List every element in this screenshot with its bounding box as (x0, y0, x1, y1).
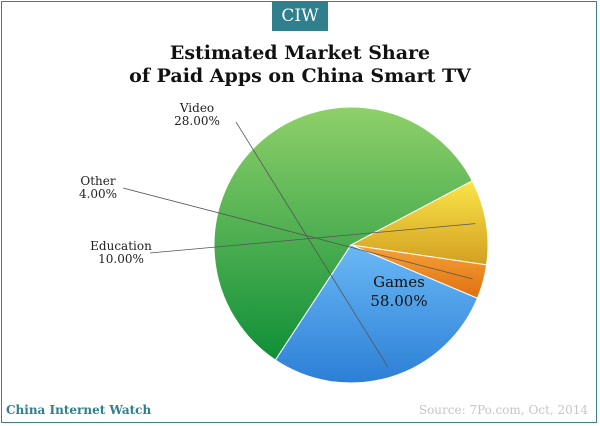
chart-title-line1: Estimated Market Share (169, 42, 431, 64)
chart-title-line2: of Paid Apps on China Smart TV (129, 65, 471, 87)
label-education-name: Education (90, 239, 152, 253)
label-video-value: 28.00% (174, 114, 220, 128)
leader-education (149, 223, 476, 254)
label-other-name: Other (80, 174, 115, 188)
label-other-value: 4.00% (79, 187, 117, 201)
label-education-value: 10.00% (98, 252, 144, 266)
slice-education (349, 180, 489, 266)
label-games-value: 58.00% (370, 292, 427, 310)
slice-video (274, 244, 479, 384)
leader-video (235, 121, 388, 367)
footer-brand: China Internet Watch (6, 403, 152, 417)
ciw-badge: CIW (272, 1, 328, 31)
leader-other (122, 187, 473, 280)
slice-games (213, 106, 473, 361)
label-video-name: Video (179, 101, 214, 115)
label-games-name: Games (373, 273, 425, 291)
footer-source: Source: 7Po.com, Oct, 2014 (418, 403, 588, 417)
